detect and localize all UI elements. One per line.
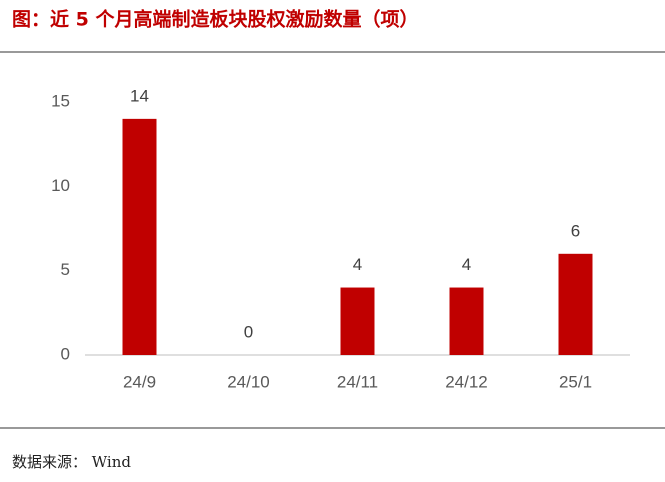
bar: [449, 287, 484, 355]
x-tick-label: 24/10: [227, 372, 270, 391]
data-label: 0: [244, 322, 253, 341]
data-label: 4: [462, 255, 471, 274]
x-tick-label: 25/1: [559, 372, 592, 391]
data-label: 14: [130, 86, 149, 105]
y-tick-label: 15: [51, 91, 70, 110]
y-tick-label: 10: [51, 176, 70, 195]
data-label: 4: [353, 255, 362, 274]
bar: [340, 287, 375, 355]
x-tick-label: 24/11: [337, 372, 378, 391]
y-tick-label: 0: [61, 344, 70, 363]
bar: [558, 253, 593, 355]
x-tick-label: 24/9: [123, 372, 156, 391]
chart-title: 图：近 5 个月高端制造板块股权激励数量（项）: [12, 8, 418, 31]
bar: [122, 118, 157, 355]
data-label: 6: [571, 221, 580, 240]
source: 数据来源： Wind: [12, 453, 131, 471]
x-tick-label: 24/12: [445, 372, 488, 391]
y-tick-label: 5: [61, 260, 70, 279]
